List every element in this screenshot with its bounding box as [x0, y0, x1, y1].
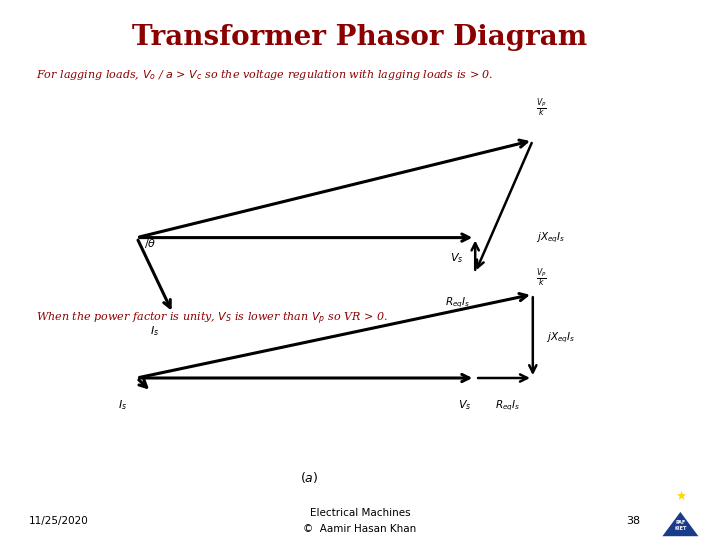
Text: $/\theta$: $/\theta$ [144, 237, 156, 249]
Text: $R_{eq}I_s$: $R_{eq}I_s$ [495, 399, 521, 413]
Text: When the power factor is unity, $V_S$ is lower than $V_p$ so VR > 0.: When the power factor is unity, $V_S$ is… [36, 310, 388, 327]
Text: $R_{eq}I_s$: $R_{eq}I_s$ [444, 296, 470, 310]
Text: $V_s$: $V_s$ [451, 251, 464, 265]
Text: ★: ★ [675, 490, 686, 503]
Text: $I_s$: $I_s$ [118, 399, 127, 413]
Text: $I_s$: $I_s$ [150, 324, 159, 338]
Text: For lagging loads, $V_o$ / $a$ > $V_c$ so the voltage regulation with lagging lo: For lagging loads, $V_o$ / $a$ > $V_c$ s… [36, 68, 493, 82]
Text: $jX_{eq}I_s$: $jX_{eq}I_s$ [546, 330, 575, 345]
Text: ©  Aamir Hasan Khan: © Aamir Hasan Khan [303, 524, 417, 534]
Polygon shape [662, 512, 698, 536]
Text: 38: 38 [626, 516, 641, 526]
Text: $\frac{V_P}{k}$: $\frac{V_P}{k}$ [536, 266, 547, 289]
Text: $jX_{eq}I_s$: $jX_{eq}I_s$ [536, 231, 566, 245]
Text: $V_s$: $V_s$ [458, 398, 471, 412]
Text: Transformer Phasor Diagram: Transformer Phasor Diagram [132, 24, 588, 51]
Text: $\frac{V_P}{k}$: $\frac{V_P}{k}$ [536, 96, 547, 119]
Text: 11/25/2020: 11/25/2020 [29, 516, 89, 526]
Text: Electrical Machines: Electrical Machines [310, 508, 410, 518]
Text: $(a)$: $(a)$ [300, 470, 319, 485]
Text: PAF
KIET: PAF KIET [674, 520, 687, 531]
